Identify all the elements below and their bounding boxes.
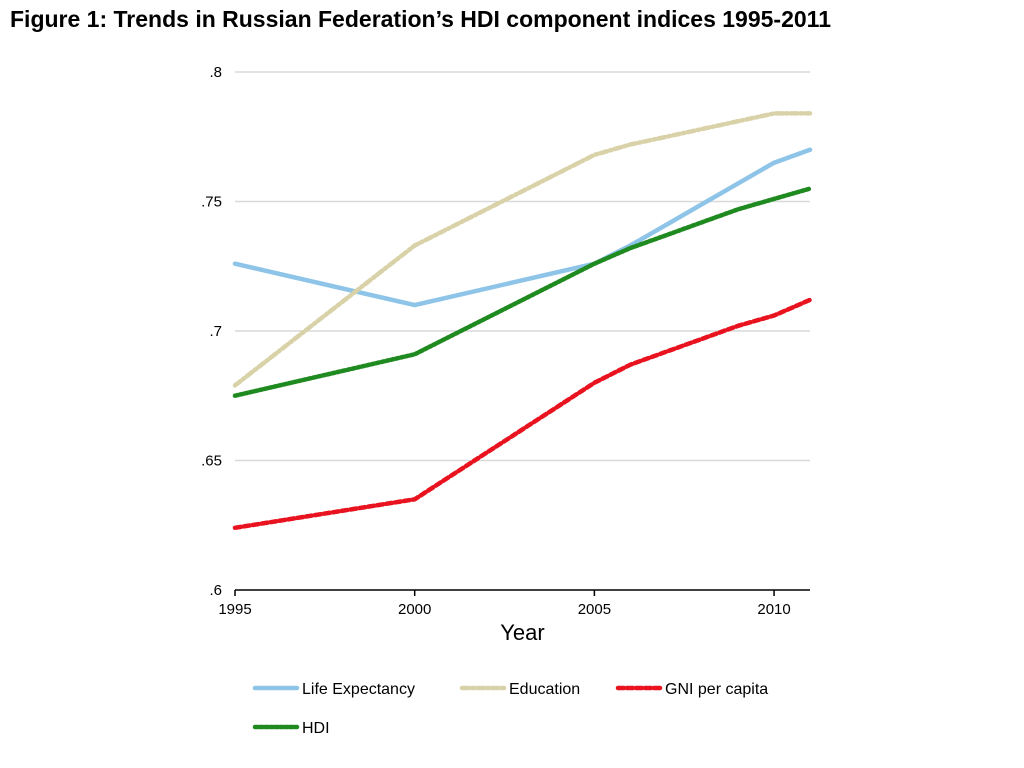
x-tick-label: 1995	[218, 601, 251, 618]
series-line-gni-per-capita	[232, 297, 813, 531]
legend-label: Life Expectancy	[302, 681, 415, 698]
legend: Life Expectancy Education GNI per capita HD…	[252, 681, 768, 737]
x-tick-label: 2000	[398, 601, 431, 618]
y-tick-label: .6	[209, 582, 222, 599]
series-line-life-expectancy	[232, 147, 813, 308]
x-axis-ticks: 1995 2000 2005 2010	[218, 590, 791, 618]
legend-label: GNI per capita	[665, 681, 768, 698]
x-tick-label: 2010	[757, 601, 790, 618]
chart-title: Figure 1: Trends in Russian Federation’s…	[10, 6, 831, 32]
y-tick-label: .75	[201, 194, 222, 211]
legend-label: Education	[509, 681, 580, 698]
x-axis-label: Year	[500, 620, 544, 645]
series-line-education	[232, 111, 813, 388]
y-tick-label: .65	[201, 453, 222, 470]
y-tick-label: .7	[209, 323, 222, 340]
y-axis-ticks: .6 .65 .7 .75 .8	[201, 64, 222, 599]
y-tick-label: .8	[209, 64, 222, 81]
series-lines	[232, 111, 813, 531]
gridlines	[235, 71, 810, 462]
legend-label: HDI	[302, 720, 330, 737]
series-line-hdi	[232, 186, 813, 398]
x-tick-label: 2005	[578, 601, 611, 618]
